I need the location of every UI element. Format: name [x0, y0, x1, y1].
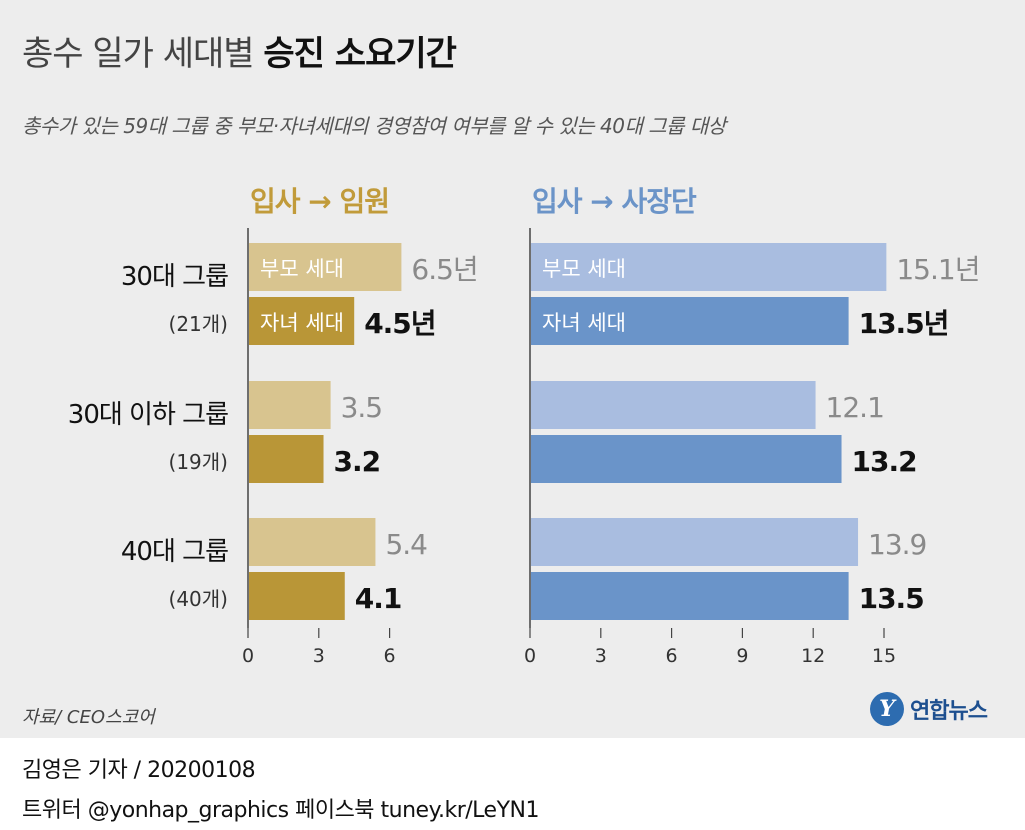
data-label: 15.1년	[896, 253, 979, 286]
data-label: 4.1	[355, 582, 402, 615]
subtitle: 총수가 있는 59대 그룹 중 부모·자녀세대의 경영참여 여부를 알 수 있는…	[22, 114, 726, 138]
x-tick-label: 3	[595, 645, 607, 667]
x-tick-label: 3	[313, 645, 325, 667]
data-label: 4.5년	[364, 307, 435, 340]
series-label: 부모 세대	[542, 257, 626, 281]
title-light: 총수 일가 세대별	[22, 34, 255, 74]
logo-mark: Y	[870, 692, 904, 726]
infographic-panel	[0, 0, 1025, 738]
group-count: (21개)	[168, 312, 228, 336]
bar	[531, 435, 842, 483]
data-label: 12.1	[826, 391, 884, 424]
x-tick-label: 9	[736, 645, 748, 667]
title-bold: 승진 소요기간	[263, 34, 457, 74]
bar	[249, 297, 355, 345]
bar	[249, 435, 324, 483]
data-label: 3.2	[334, 445, 381, 478]
panel-title-executive: 입사 → 임원	[250, 185, 390, 218]
data-label: 6.5년	[411, 253, 477, 286]
bar	[249, 518, 376, 566]
x-tick-label: 0	[524, 645, 536, 667]
bar	[531, 518, 859, 566]
group-count: (19개)	[168, 450, 228, 474]
data-label: 5.4	[385, 528, 427, 561]
bar	[531, 243, 887, 291]
byline: 김영은 기자 / 20200108	[22, 758, 256, 783]
panel-title-ceo: 입사 → 사장단	[532, 185, 697, 218]
bar	[531, 297, 849, 345]
data-label: 3.5	[341, 391, 383, 424]
bar	[249, 572, 345, 620]
series-label: 자녀 세대	[260, 311, 344, 335]
data-label: 13.9	[868, 528, 926, 561]
series-label: 자녀 세대	[542, 311, 626, 335]
x-tick-label: 15	[872, 645, 896, 667]
group-name: 30대 그룹	[120, 262, 229, 292]
x-tick-label: 0	[242, 645, 254, 667]
logo-text: 연합뉴스	[910, 699, 988, 724]
x-tick-label: 6	[666, 645, 678, 667]
data-label: 13.5년	[859, 307, 949, 340]
data-label: 13.5	[859, 582, 924, 615]
yonhap-logo: Y 연합뉴스	[870, 692, 988, 726]
bar	[531, 572, 849, 620]
series-label: 부모 세대	[260, 257, 344, 281]
group-name: 40대 그룹	[120, 537, 229, 567]
social-links: 트위터 @yonhap_graphics 페이스북 tuney.kr/LeYN1	[22, 798, 539, 823]
page-title: 총수 일가 세대별 승진 소요기간	[22, 26, 457, 75]
bar	[531, 381, 816, 429]
source-note: 자료/ CEO스코어	[22, 707, 155, 728]
bar	[249, 381, 331, 429]
group-count: (40개)	[168, 587, 228, 611]
bar	[249, 243, 402, 291]
group-name: 30대 이하 그룹	[67, 400, 229, 430]
data-label: 13.2	[852, 445, 917, 478]
x-tick-label: 6	[384, 645, 396, 667]
x-tick-label: 12	[801, 645, 825, 667]
